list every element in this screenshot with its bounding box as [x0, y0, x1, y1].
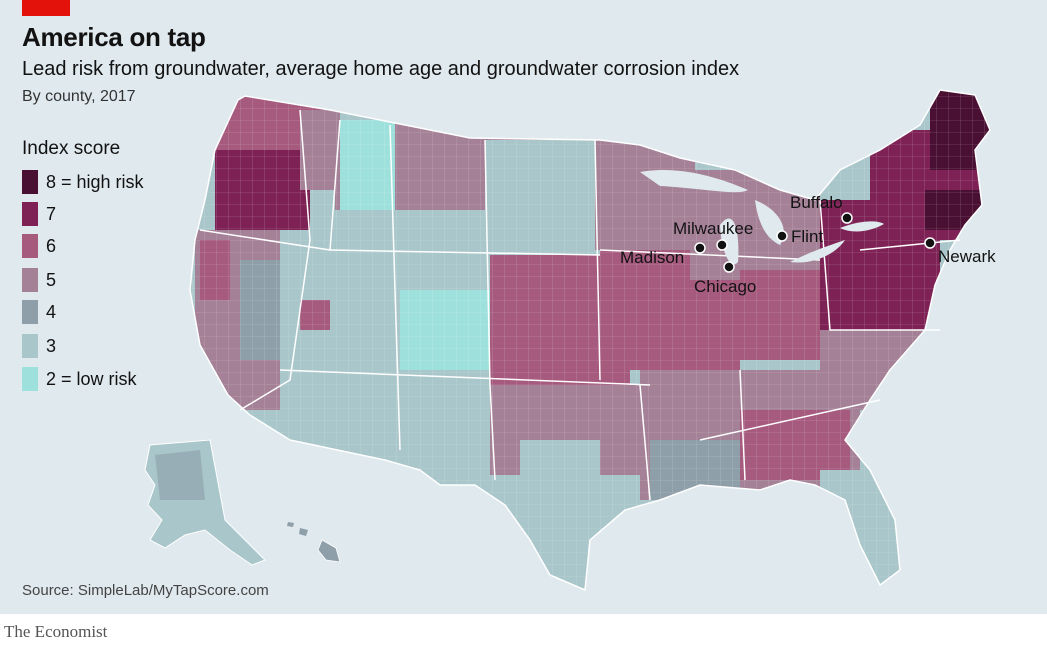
- city-flint: Flint: [776, 227, 823, 246]
- city-chicago: Chicago: [694, 261, 756, 296]
- city-newark: Newark: [924, 237, 996, 266]
- hawaii: [287, 522, 341, 563]
- legend-item-8: 8 = high risk: [22, 170, 144, 194]
- state-borders: [199, 109, 961, 501]
- great-lakes: [640, 170, 884, 265]
- legend-label: 4: [46, 301, 57, 322]
- chart-title: America on tap: [22, 22, 206, 52]
- city-buffalo: Buffalo: [790, 193, 853, 224]
- legend-label: 6: [46, 235, 57, 256]
- legend-label: 5: [46, 269, 57, 290]
- source-note: Source: SimpleLab/MyTapScore.com: [22, 582, 269, 599]
- legend-label: 7: [46, 203, 57, 224]
- legend-item-7: 7: [22, 202, 56, 226]
- legend-item-3: 3: [22, 334, 56, 358]
- legend-swatch: [22, 202, 38, 226]
- legend-label: 3: [46, 335, 57, 356]
- svg-text:Chicago: Chicago: [694, 277, 756, 296]
- svg-text:Flint: Flint: [791, 227, 823, 246]
- chart-subtitle: Lead risk from groundwater, average home…: [22, 58, 740, 80]
- chart-panel: Buffalo Milwaukee Flint Madison Newark C…: [0, 0, 1047, 614]
- legend-title: Index score: [22, 138, 121, 159]
- legend-swatch: [22, 268, 38, 292]
- svg-text:Buffalo: Buffalo: [790, 193, 843, 212]
- brand-tag: [22, 0, 70, 16]
- legend-label: 8 = high risk: [46, 171, 144, 192]
- legend-swatch: [22, 367, 38, 391]
- legend-item-5: 5: [22, 268, 56, 292]
- legend-swatch: [22, 300, 38, 324]
- legend-item-4: 4: [22, 300, 56, 324]
- legend-swatch: [22, 334, 38, 358]
- svg-text:Milwaukee: Milwaukee: [673, 219, 753, 238]
- svg-text:Newark: Newark: [938, 247, 996, 266]
- publisher-brand: The Economist: [4, 622, 108, 641]
- legend-swatch: [22, 170, 38, 194]
- city-markers: Buffalo Milwaukee Flint Madison Newark C…: [620, 193, 996, 296]
- city-milwaukee: Milwaukee: [673, 219, 753, 251]
- alaska: [144, 439, 266, 566]
- svg-text:Madison: Madison: [620, 248, 684, 267]
- contiguous-us: [189, 89, 991, 592]
- city-madison: Madison: [620, 242, 706, 267]
- legend-swatch: [22, 234, 38, 258]
- legend-item-6: 6: [22, 234, 56, 258]
- legend-label: 2 = low risk: [46, 368, 137, 389]
- legend-item-2: 2 = low risk: [22, 367, 137, 391]
- us-county-map: Buffalo Milwaukee Flint Madison Newark C…: [144, 89, 996, 592]
- chart-byline: By county, 2017: [22, 88, 136, 105]
